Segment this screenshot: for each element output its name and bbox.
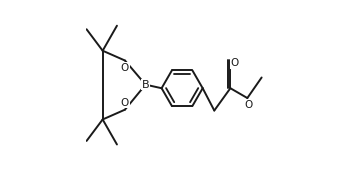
Text: O: O (245, 100, 253, 110)
Text: B: B (142, 80, 149, 90)
Text: O: O (121, 63, 129, 73)
Text: O: O (121, 98, 129, 107)
Text: O: O (231, 58, 239, 68)
